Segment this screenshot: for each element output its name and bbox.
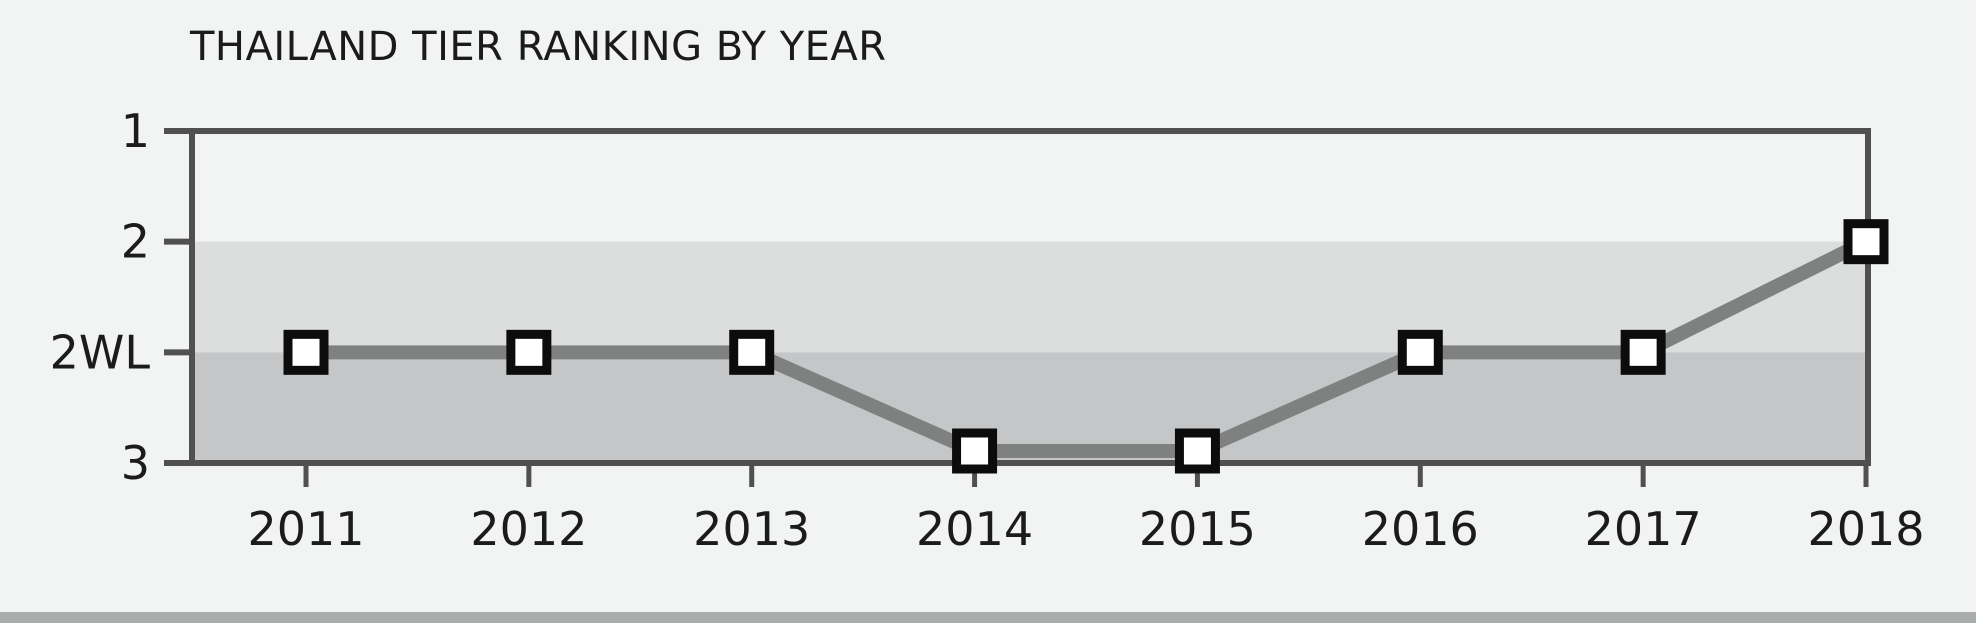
data-point-2015 — [1174, 428, 1220, 474]
plot-band-2 — [192, 241, 1868, 353]
chart-title: THAILAND TIER RANKING BY YEAR — [190, 24, 887, 70]
y-tick-label: 2 — [121, 215, 150, 269]
data-point-2018 — [1843, 219, 1889, 265]
x-tick-label: 2012 — [470, 502, 587, 556]
x-tick-label: 2015 — [1139, 502, 1256, 556]
plot-frame — [189, 128, 1871, 466]
data-point-2014 — [952, 428, 998, 474]
plot-background-bands — [192, 131, 1868, 463]
y-tick-label: 3 — [121, 436, 150, 490]
data-point-2016 — [1397, 329, 1443, 375]
y-axis-ticks: 1 2 2WL 3 — [50, 104, 192, 490]
y-tick-label: 2WL — [50, 325, 151, 379]
x-tick-label: 2017 — [1585, 502, 1702, 556]
data-point-2017 — [1620, 329, 1666, 375]
series-line — [299, 234, 1873, 458]
chart-axes — [189, 128, 1871, 466]
bottom-divider — [0, 612, 1976, 623]
x-tick-label: 2016 — [1362, 502, 1479, 556]
y-tick-label: 1 — [121, 104, 150, 158]
data-point-2011 — [283, 329, 329, 375]
x-tick-label: 2011 — [247, 502, 364, 556]
plot-band-1 — [192, 131, 1868, 242]
x-tick-label: 2014 — [916, 502, 1033, 556]
x-axis-ticks: 2011 2012 2013 2014 2015 2016 2017 2018 — [247, 463, 1925, 556]
series-layer — [283, 219, 1889, 474]
data-point-2013 — [729, 329, 775, 375]
data-point-2012 — [506, 329, 552, 375]
x-tick-label: 2018 — [1807, 502, 1924, 556]
x-tick-label: 2013 — [693, 502, 810, 556]
